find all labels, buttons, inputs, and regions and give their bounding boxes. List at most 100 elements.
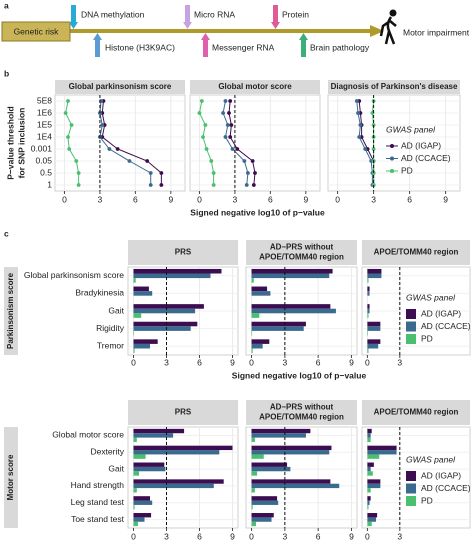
- y-tick-label: 0.5: [40, 167, 52, 177]
- y-tick-label: Tremor: [97, 340, 124, 350]
- panel-background: [327, 94, 461, 192]
- legend-key: [406, 321, 416, 332]
- x-tick-label: 9: [349, 531, 354, 541]
- marker: [271, 22, 280, 29]
- bar: [251, 433, 306, 438]
- point: [230, 147, 235, 151]
- x-tick-label: 0: [335, 194, 340, 204]
- x-tick-label: 9: [303, 194, 308, 204]
- marker: [95, 40, 100, 57]
- row-strip: [4, 267, 18, 355]
- bar: [367, 483, 381, 489]
- marker-label: Micro RNA: [194, 9, 235, 19]
- strip: [362, 400, 470, 425]
- y-tick-label: 5E8: [37, 95, 52, 105]
- point: [76, 171, 81, 175]
- bar: [251, 517, 272, 522]
- bar: [251, 268, 333, 274]
- point: [199, 99, 204, 103]
- x-tick-label: 6: [197, 357, 202, 367]
- x-axis-title: Signed negative log10 of p−value: [232, 370, 367, 380]
- legend-label: PD: [421, 495, 433, 505]
- bar: [251, 428, 311, 434]
- point: [115, 147, 120, 151]
- marker-label: Messenger RNA: [212, 42, 275, 52]
- bar: [133, 339, 158, 344]
- legend-label: AD (CCACE): [421, 483, 471, 493]
- point: [74, 159, 79, 163]
- panel-background: [54, 94, 186, 192]
- x-tick-label: 3: [98, 194, 103, 204]
- row-strip-title: Motor score: [6, 454, 15, 500]
- strip: [55, 80, 185, 94]
- strip-title: Diagnosis of Parkinson's disease: [331, 82, 458, 91]
- bar: [367, 304, 370, 309]
- x-tick-label: 3: [164, 357, 169, 367]
- legend-label: AD (CCACE): [421, 321, 471, 331]
- bar: [133, 273, 211, 279]
- x-tick-label: 3: [397, 531, 402, 541]
- bar: [133, 500, 153, 505]
- bar: [367, 348, 369, 354]
- point: [69, 123, 74, 127]
- strip: [128, 240, 238, 265]
- bar: [251, 348, 253, 354]
- series-line: [228, 100, 256, 186]
- x-tick-label: 6: [133, 194, 138, 204]
- legend-key: [390, 156, 394, 161]
- y-tick-label: Toe stand test: [71, 514, 125, 524]
- point: [246, 171, 250, 175]
- marker: [273, 5, 278, 22]
- bar: [367, 500, 370, 505]
- bar: [367, 326, 381, 331]
- x-tick-label: 3: [233, 194, 238, 204]
- strip-title: APOE/TOMM40 region: [374, 248, 459, 257]
- x-tick-label: 0: [131, 531, 136, 541]
- strip-title: PRS: [175, 408, 192, 417]
- strip-title: APOE/TOMM40 region: [259, 253, 344, 262]
- x-tick-label: 3: [397, 357, 402, 367]
- point: [159, 183, 164, 187]
- bar: [367, 343, 379, 349]
- bar: [367, 308, 370, 314]
- bar: [251, 496, 278, 501]
- point: [357, 135, 362, 139]
- point: [242, 159, 247, 163]
- x-tick-label: 3: [164, 531, 169, 541]
- y-axis-title: for SNP inclusion: [16, 108, 26, 179]
- x-axis-title: Signed negative log10 of p−value: [190, 207, 325, 217]
- point: [363, 147, 368, 151]
- bar: [367, 291, 370, 296]
- point: [227, 111, 231, 115]
- y-tick-label: 0.001: [31, 143, 53, 153]
- point: [251, 183, 256, 187]
- bar: [251, 286, 268, 292]
- point: [228, 135, 233, 139]
- y-tick-label: Gait: [108, 463, 124, 473]
- legend-label: AD (IGAP): [401, 140, 441, 150]
- marker: [203, 40, 208, 57]
- series-line: [356, 100, 373, 185]
- x-tick-label: 0: [131, 357, 136, 367]
- person-icon: [379, 9, 397, 45]
- bar: [251, 339, 270, 344]
- series-line: [65, 100, 80, 185]
- legend-key: [406, 496, 416, 506]
- bar: [367, 273, 382, 279]
- bar: [133, 450, 220, 455]
- x-tick-label: 3: [282, 531, 287, 541]
- bar: [133, 326, 191, 331]
- bar: [251, 450, 330, 455]
- legend-label: PD: [401, 165, 413, 175]
- marker-label: Brain pathology: [310, 42, 370, 52]
- strip: [190, 80, 320, 94]
- legend-label: PD: [421, 333, 433, 343]
- bar: [367, 466, 371, 472]
- series-line: [198, 100, 215, 185]
- marker-label: Histone (H3K9AC): [105, 42, 175, 52]
- arrow-head: [370, 25, 384, 37]
- bar: [367, 496, 371, 501]
- y-tick-label: Global motor score: [52, 430, 124, 440]
- bar: [133, 278, 136, 283]
- strip-title: Global parkinsonism score: [69, 82, 172, 91]
